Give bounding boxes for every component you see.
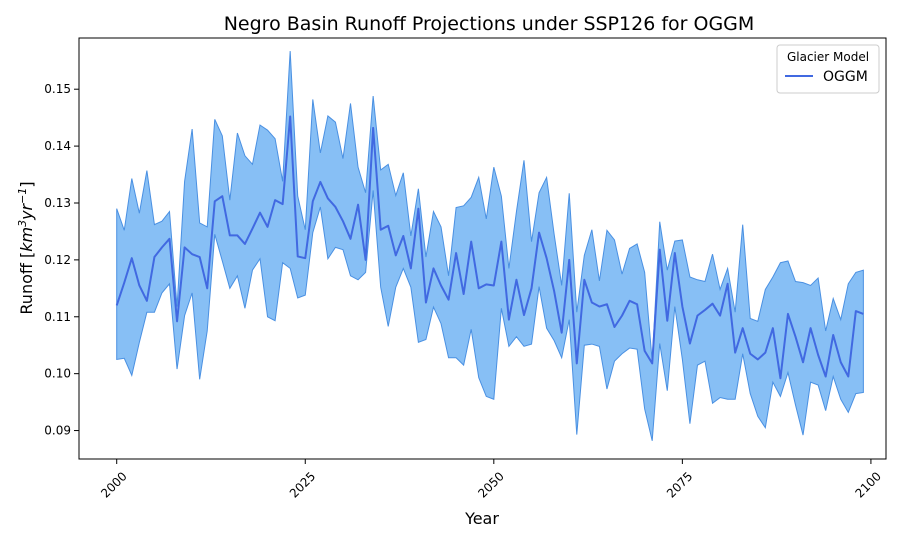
y-tick-label: 0.14	[44, 139, 71, 153]
legend-title: Glacier Model	[787, 50, 869, 64]
chart-title: Negro Basin Runoff Projections under SSP…	[224, 13, 755, 35]
legend: Glacier Model OGGM	[776, 44, 880, 94]
y-tick-label: 0.15	[44, 82, 71, 96]
legend-box	[776, 44, 880, 94]
x-tick-label: 2000	[98, 469, 129, 500]
uncertainty-band	[116, 51, 864, 441]
x-tick-label: 2075	[664, 469, 695, 500]
y-tick-label: 0.09	[44, 424, 71, 438]
y-tick-label: 0.13	[44, 196, 71, 210]
plot-frame	[78, 37, 887, 460]
y-tick-label: 0.12	[44, 253, 71, 267]
y-tick-label: 0.10	[44, 367, 71, 381]
x-tick-label: 2100	[852, 469, 883, 500]
series-line-oggm	[115, 115, 864, 380]
plot-area	[115, 51, 864, 441]
x-axis: 2000 2025 2050 2075 2100	[98, 459, 884, 501]
y-tick-label: 0.11	[44, 310, 71, 324]
y-axis: 0.09 0.10 0.11 0.12 0.13 0.14 0.15	[44, 82, 79, 438]
x-tick-label: 2025	[287, 469, 318, 500]
legend-label-oggm: OGGM	[823, 69, 868, 85]
x-tick-label: 2050	[475, 469, 506, 500]
y-axis-title: Runoff [km3yr−1]	[16, 181, 36, 314]
x-axis-title: Year	[464, 509, 499, 528]
